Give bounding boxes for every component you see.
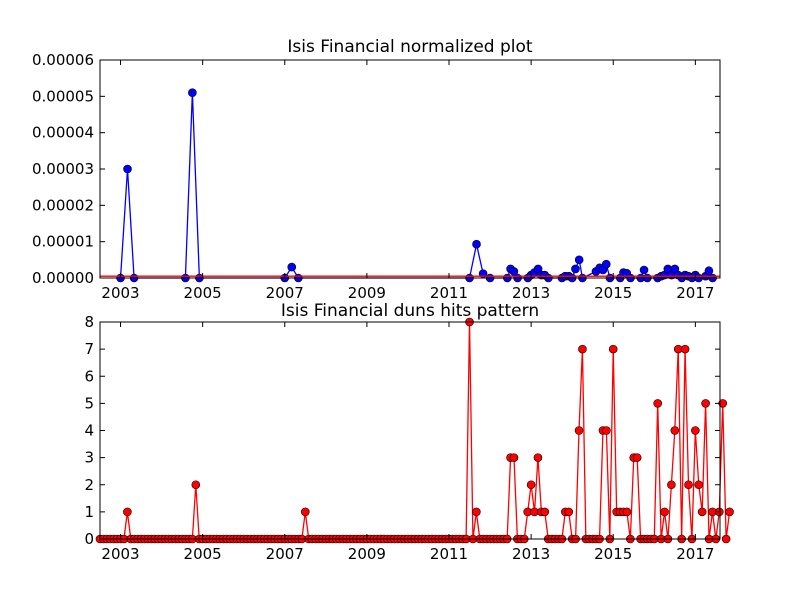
data-point bbox=[680, 344, 690, 354]
data-point bbox=[571, 264, 580, 274]
data-point bbox=[472, 239, 481, 249]
x-tick-label: 2009 bbox=[348, 545, 386, 563]
data-point bbox=[684, 480, 693, 490]
chart-title: Isis Financial duns hits pattern bbox=[281, 301, 539, 321]
y-tick-label: 0.00003 bbox=[32, 160, 94, 178]
data-point bbox=[622, 507, 632, 517]
x-tick-label: 2003 bbox=[101, 545, 139, 563]
y-tick-label: 0.00005 bbox=[32, 87, 94, 105]
data-point bbox=[123, 507, 132, 517]
y-tick-label: 6 bbox=[84, 367, 94, 385]
y-ticks: 0 1 2 3 4 5 6 7 8 bbox=[84, 313, 720, 548]
normalized-plot: Isis Financial normalized plot 0.000000.… bbox=[32, 37, 721, 302]
data-point bbox=[540, 507, 550, 517]
data-point bbox=[667, 480, 676, 490]
data-point bbox=[287, 262, 297, 272]
y-tick-label: 0.00004 bbox=[32, 124, 94, 142]
y-tick-label: 4 bbox=[84, 422, 94, 440]
y-tick-label: 0.00002 bbox=[32, 196, 94, 214]
y-tick-label: 5 bbox=[84, 394, 94, 412]
data-point bbox=[509, 267, 519, 276]
data-point bbox=[639, 265, 649, 275]
data-point bbox=[191, 480, 201, 490]
y-tick-label: 3 bbox=[84, 449, 94, 467]
x-tick-label: 2011 bbox=[430, 545, 468, 563]
y-tick-label: 2 bbox=[84, 476, 94, 494]
data-point bbox=[188, 88, 197, 97]
data-point bbox=[564, 507, 574, 517]
data-point bbox=[578, 344, 587, 354]
x-tick-label: 2013 bbox=[512, 545, 550, 563]
data-point bbox=[574, 255, 584, 265]
data-point bbox=[701, 399, 710, 408]
data-point bbox=[472, 507, 481, 517]
x-tick-label: 2017 bbox=[676, 545, 714, 563]
x-tick-label: 2005 bbox=[184, 284, 222, 302]
x-tick-label: 2007 bbox=[266, 284, 304, 302]
x-tick-label: 2011 bbox=[430, 284, 468, 302]
duns-hits-plot: Isis Financial duns hits pattern 0 1 2 3 4 5 6… bbox=[84, 301, 734, 563]
data-point bbox=[509, 453, 519, 462]
data-point bbox=[608, 344, 618, 354]
y-tick-label: 7 bbox=[84, 340, 94, 358]
x-tick-label: 2007 bbox=[266, 545, 304, 563]
chart-title: Isis Financial normalized plot bbox=[287, 37, 532, 57]
y-tick-label: 0.00000 bbox=[32, 269, 94, 287]
data-point bbox=[574, 426, 584, 435]
data-point bbox=[526, 480, 536, 490]
data-point bbox=[533, 453, 543, 462]
data-point bbox=[660, 507, 669, 517]
x-ticks: 2003 2005 2007 2009 2011 2013 2015 2017 bbox=[101, 322, 714, 563]
y-tick-label: 1 bbox=[84, 503, 94, 521]
y-tick-label: 0 bbox=[84, 530, 94, 548]
data-point bbox=[300, 507, 310, 517]
data-point bbox=[601, 259, 611, 269]
x-ticks: 2003 2005 2007 2009 2011 2013 2015 2017 bbox=[101, 60, 714, 302]
data-point bbox=[670, 426, 680, 435]
x-tick-label: 2015 bbox=[594, 284, 632, 302]
x-tick-label: 2013 bbox=[512, 284, 550, 302]
data-point bbox=[123, 164, 132, 174]
data-point bbox=[632, 453, 642, 462]
data-point bbox=[721, 534, 731, 544]
data-point bbox=[653, 399, 663, 408]
y-ticks: 0.00000 0.00001 0.00002 0.00003 0.00004 0.000… bbox=[32, 51, 720, 287]
data-point bbox=[694, 480, 704, 490]
data-point bbox=[704, 266, 714, 276]
x-tick-label: 2017 bbox=[676, 284, 714, 302]
y-tick-label: 8 bbox=[84, 313, 94, 331]
x-tick-label: 2003 bbox=[101, 284, 139, 302]
data-point bbox=[725, 507, 734, 517]
x-tick-label: 2005 bbox=[184, 545, 222, 563]
x-tick-label: 2009 bbox=[348, 284, 386, 302]
y-tick-label: 0.00001 bbox=[32, 233, 94, 251]
data-point bbox=[602, 426, 611, 435]
y-tick-label: 0.00006 bbox=[32, 51, 94, 69]
data-point bbox=[697, 507, 707, 517]
data-point bbox=[691, 426, 700, 435]
x-tick-label: 2015 bbox=[594, 545, 632, 563]
